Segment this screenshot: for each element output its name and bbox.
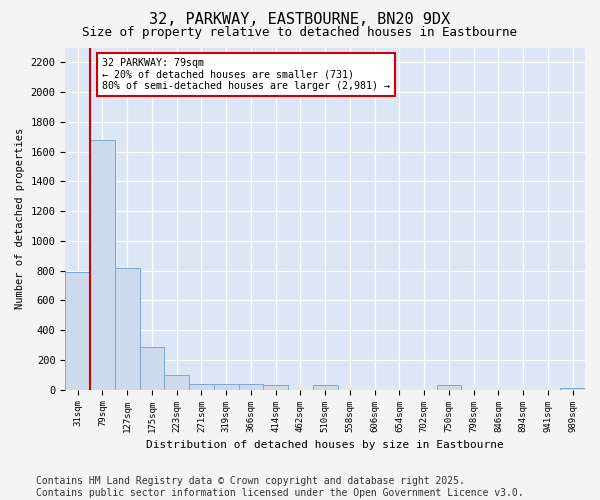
Bar <box>263 385 288 390</box>
X-axis label: Distribution of detached houses by size in Eastbourne: Distribution of detached houses by size … <box>146 440 504 450</box>
Bar <box>239 384 263 390</box>
Bar <box>164 375 189 390</box>
Bar <box>140 346 164 390</box>
Bar <box>90 140 115 390</box>
Bar <box>189 384 214 390</box>
Text: Size of property relative to detached houses in Eastbourne: Size of property relative to detached ho… <box>83 26 517 39</box>
Text: 32, PARKWAY, EASTBOURNE, BN20 9DX: 32, PARKWAY, EASTBOURNE, BN20 9DX <box>149 12 451 28</box>
Bar <box>115 268 140 390</box>
Y-axis label: Number of detached properties: Number of detached properties <box>15 128 25 309</box>
Bar <box>313 385 338 390</box>
Text: 32 PARKWAY: 79sqm
← 20% of detached houses are smaller (731)
80% of semi-detache: 32 PARKWAY: 79sqm ← 20% of detached hous… <box>103 58 391 91</box>
Bar <box>214 384 239 390</box>
Text: Contains HM Land Registry data © Crown copyright and database right 2025.
Contai: Contains HM Land Registry data © Crown c… <box>36 476 524 498</box>
Bar <box>560 388 585 390</box>
Bar <box>437 385 461 390</box>
Bar <box>65 272 90 390</box>
